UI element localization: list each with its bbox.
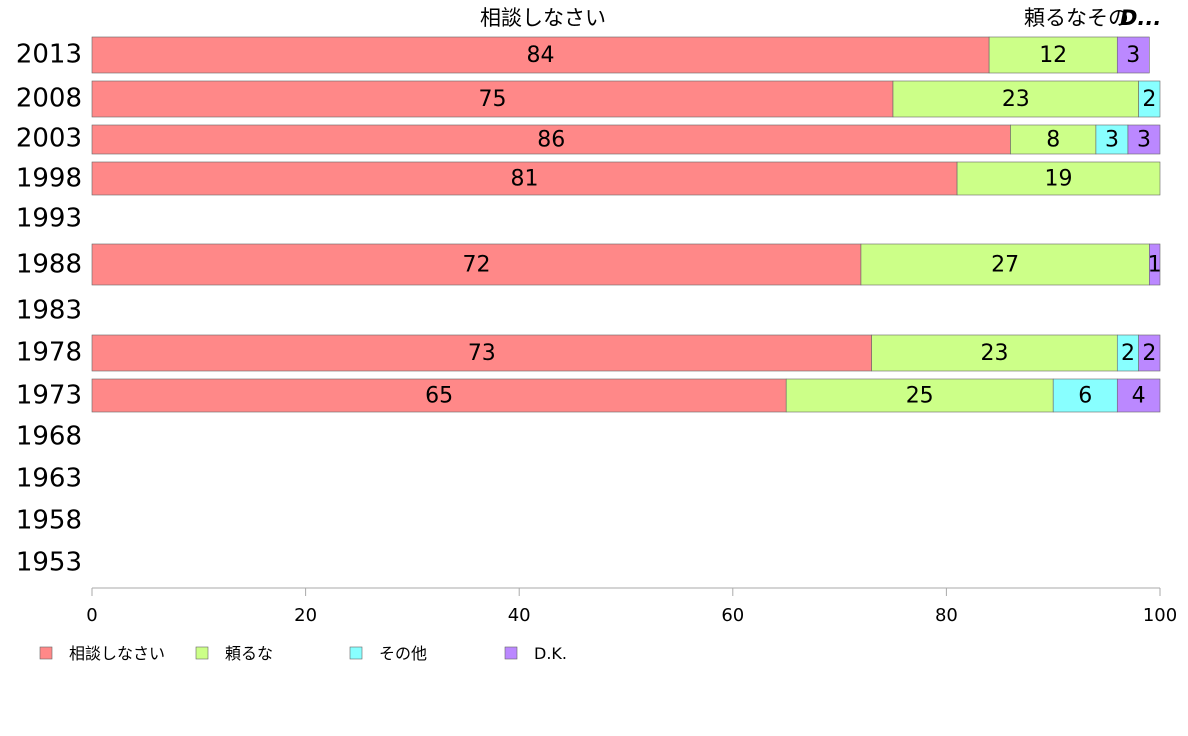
bar-label-2008-series-1: 23 [1002,87,1030,112]
year-label-1958: 1958 [16,506,82,536]
year-label-2008: 2008 [16,84,82,114]
bar-label-2013-series-3: 3 [1126,43,1140,68]
bar-label-2003-series-0: 86 [537,128,565,153]
top-label-dk: D... [1120,6,1161,30]
year-label-1963: 1963 [16,464,82,494]
bar-2003-series-1 [1010,124,1097,155]
year-label-1973: 1973 [16,381,82,411]
legend-label-1: 頼るな [225,644,273,663]
legend-swatch-1 [195,646,209,660]
bar-1978-series-1 [871,334,1118,372]
bar-label-1973-series-0: 65 [425,384,453,409]
bar-label-2003-series-2: 3 [1105,128,1119,153]
bar-label-1978-series-3: 2 [1142,341,1156,366]
x-tick-label-60: 60 [721,605,744,626]
bar-label-1998-series-1: 19 [1045,167,1073,192]
legend-label-0: 相談しなさい [69,644,165,663]
bar-label-2003-series-1: 8 [1046,128,1060,153]
legend: 相談しなさい 頼るな その他 D.K. [39,644,567,663]
bar-label-1978-series-1: 23 [980,341,1008,366]
bar-1973-series-2 [1052,378,1118,413]
year-label-2013: 2013 [16,40,82,70]
bar-1988-series-1 [860,243,1150,286]
bar-label-2003-series-3: 3 [1137,128,1151,153]
year-label-1998: 1998 [16,164,82,194]
bar-1998-series-0 [91,161,958,196]
bar-label-1973-series-2: 6 [1078,384,1092,409]
bar-1973-series-0 [91,378,787,413]
bar-label-1978-series-2: 2 [1121,341,1135,366]
x-tick-label-20: 20 [294,605,317,626]
bar-label-1998-series-0: 81 [511,167,539,192]
bar-2013-series-1 [988,36,1118,74]
bar-1998-series-1 [956,161,1161,196]
bar-1978-series-0 [91,334,872,372]
bar-label-2008-series-2: 2 [1142,87,1156,112]
year-label-1953: 1953 [16,548,82,578]
bar-1988-series-0 [91,243,862,286]
bar-1988-series-3 [1149,243,1161,286]
bar-2008-series-1 [892,80,1139,118]
top-series-labels: 相談しなさい 頼るなその D... [480,6,1161,30]
bar-label-2013-series-0: 84 [527,43,555,68]
top-label-soudan: 相談しなさい [480,6,606,30]
bar-2003-series-2 [1095,124,1129,155]
bar-1973-series-3 [1116,378,1161,413]
year-label-1978: 1978 [16,338,82,368]
bar-2008-series-2 [1138,80,1161,118]
x-tick-label-0: 0 [86,605,97,626]
year-label-1968: 1968 [16,422,82,452]
x-tick-label-100: 100 [1143,605,1177,626]
x-tick-label-40: 40 [508,605,531,626]
bar-label-1973-series-1: 25 [906,384,934,409]
bar-2003-series-0 [91,124,1011,155]
bar-label-1973-series-3: 4 [1132,384,1146,409]
x-tick-label-80: 80 [935,605,958,626]
bar-label-2008-series-0: 75 [479,87,507,112]
bar-label-1988-series-3: 1 [1148,253,1162,278]
bar-label-1988-series-0: 72 [462,253,490,278]
bar-label-1978-series-0: 73 [468,341,496,366]
year-label-2003: 2003 [16,124,82,154]
bar-2013-series-0 [91,36,990,74]
legend-swatch-0 [39,646,53,660]
bar-1978-series-3 [1138,334,1161,372]
bar-label-1988-series-1: 27 [991,253,1019,278]
top-label-tayoru-sonota: 頼るなその [1024,6,1129,30]
bar-2003-series-3 [1127,124,1161,155]
y-axis-labels: 2013 2008 2003 1998 1993 1988 1983 1978 1973 1968… [16,40,82,578]
year-label-1988: 1988 [16,250,82,280]
legend-swatch-3 [504,646,518,660]
bar-label-2013-series-1: 12 [1039,43,1067,68]
legend-label-2: その他 [379,644,427,663]
x-axis: 0 20 40 60 80 100 [86,587,1177,626]
legend-swatch-2 [349,646,363,660]
bar-2008-series-0 [91,80,894,118]
year-label-1993: 1993 [16,204,82,234]
bar-2013-series-3 [1116,36,1150,74]
year-label-1983: 1983 [16,296,82,326]
legend-label-3: D.K. [534,644,567,663]
